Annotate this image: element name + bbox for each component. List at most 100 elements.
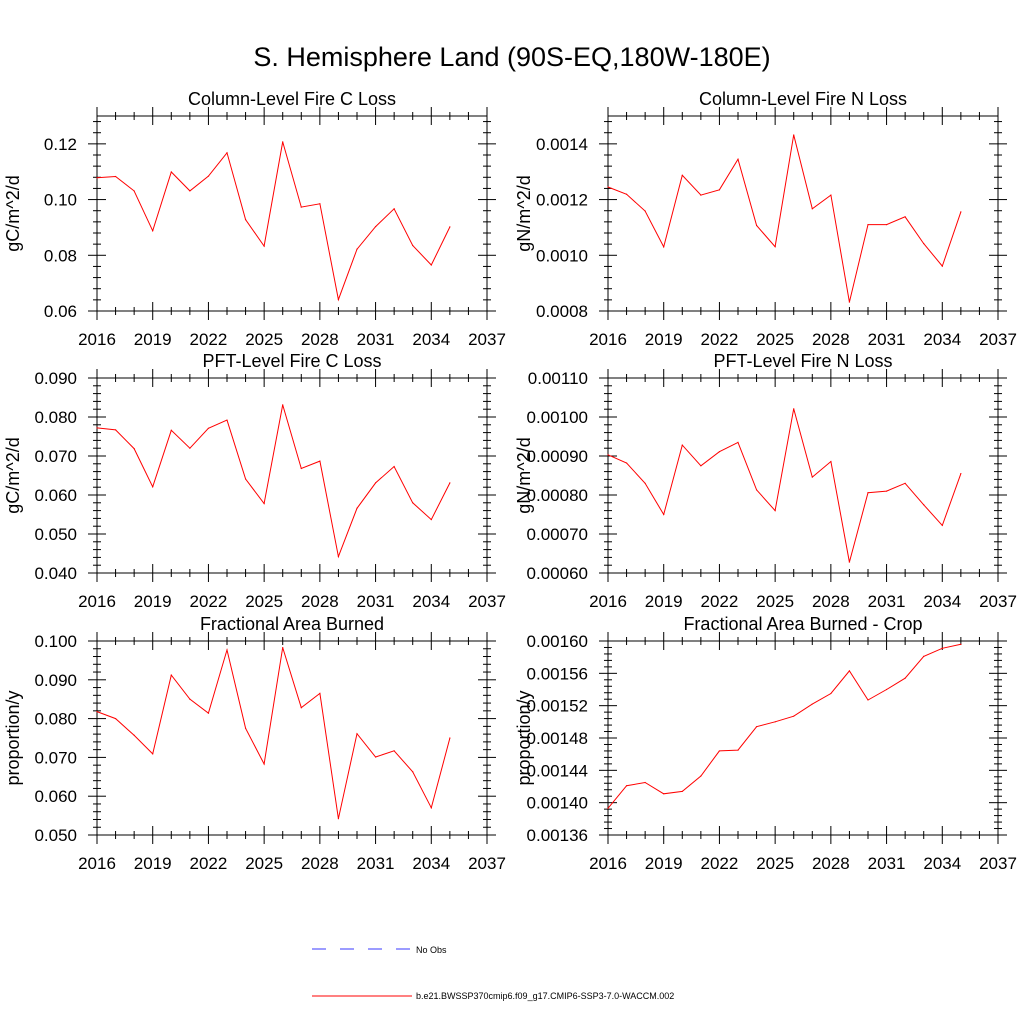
y-tick-label: 0.040 (34, 564, 77, 583)
y-tick-label: 0.00140 (527, 794, 588, 813)
data-point (133, 447, 135, 450)
y-tick-label: 0.00148 (527, 729, 588, 748)
x-tick-label: 2031 (868, 330, 906, 349)
panel-6: Fractional Area Burned - Crop proportion/… (514, 614, 1017, 873)
panel-title: Fractional Area Burned (200, 614, 384, 634)
x-tick-label: 2019 (645, 592, 683, 611)
x-tick-label: 2031 (868, 592, 906, 611)
x-tick-label: 2037 (979, 592, 1017, 611)
x-tick-label: 2034 (923, 592, 961, 611)
data-point (904, 216, 906, 218)
y-tick-label: 0.0014 (536, 135, 588, 154)
data-point (374, 482, 377, 484)
data-point (114, 718, 117, 720)
data-point (885, 688, 888, 691)
x-tick-label: 2037 (468, 854, 506, 873)
plot-frame (607, 115, 999, 312)
y-axis-label: gC/m^2/d (3, 175, 23, 251)
data-point (282, 141, 284, 143)
data-point (189, 190, 191, 192)
panel-5: Fractional Area Burned proportion/y 2016 20… (3, 614, 506, 873)
data-point (848, 670, 851, 672)
data-point (830, 194, 832, 196)
data-point (830, 692, 832, 695)
y-tick-label: 0.090 (34, 671, 77, 690)
data-point (319, 203, 321, 205)
data-point (263, 763, 265, 765)
data-point (774, 246, 776, 248)
x-tick-label: 2034 (412, 854, 450, 873)
data-point (811, 208, 813, 210)
data-point (393, 465, 395, 468)
data-point (607, 807, 609, 809)
x-tick-label: 2019 (645, 330, 683, 349)
data-point (300, 467, 302, 470)
x-tick-label: 2025 (245, 854, 283, 873)
data-point (337, 556, 340, 558)
data-point (207, 175, 210, 177)
plot-frame (607, 640, 999, 836)
y-tick-label: 0.00100 (527, 408, 588, 427)
data-point (904, 677, 906, 679)
data-point (412, 771, 414, 773)
y-tick-label: 0.00156 (527, 664, 588, 683)
x-tick-label: 2034 (923, 330, 961, 349)
x-tick-label: 2022 (190, 330, 228, 349)
x-tick-label: 2025 (245, 592, 283, 611)
data-point (449, 737, 451, 739)
x-tick-label: 2016 (589, 330, 627, 349)
data-point (133, 190, 135, 192)
data-point (774, 510, 776, 512)
y-tick-label: 0.070 (34, 447, 77, 466)
panel-title: PFT-Level Fire N Loss (713, 351, 892, 371)
data-point (337, 298, 340, 301)
data-point (412, 244, 414, 247)
data-point (960, 472, 962, 475)
y-tick-label: 0.00070 (527, 525, 588, 544)
y-tick-label: 0.00060 (527, 564, 588, 583)
data-point (356, 248, 358, 250)
data-point (356, 733, 358, 735)
data-point (152, 230, 154, 232)
panel-2: Column-Level Fire N Loss gN/m^2/d 2016 2019… (514, 89, 1017, 349)
data-point (960, 211, 962, 213)
data-point (244, 478, 247, 480)
data-point (96, 177, 98, 179)
panels: Column-Level Fire C Loss gC/m^2/d 2016 2019… (3, 89, 1017, 873)
plot-frame (96, 640, 488, 836)
data-point (644, 781, 646, 784)
y-tick-label: 0.08 (44, 246, 77, 265)
data-point (663, 513, 665, 516)
figure-title: S. Hemisphere Land (90S-EQ,180W-180E) (253, 42, 770, 72)
data-point (170, 171, 172, 173)
x-tick-label: 2028 (812, 330, 850, 349)
data-point (867, 699, 869, 701)
data-point (244, 727, 247, 729)
data-point (625, 193, 628, 195)
y-tick-label: 0.0012 (536, 191, 588, 210)
data-point (374, 225, 377, 228)
data-point (625, 785, 628, 787)
y-tick-label: 0.100 (34, 632, 77, 651)
data-point (867, 492, 869, 494)
data-point (681, 444, 683, 446)
y-tick-label: 0.080 (34, 408, 77, 427)
data-point (923, 504, 925, 506)
panel-4: PFT-Level Fire N Loss gN/m^2/d 2016 2019 202… (514, 351, 1017, 611)
y-axis-label: gN/m^2/d (514, 175, 534, 251)
data-point (923, 242, 925, 245)
data-point (663, 246, 665, 248)
series-line (96, 647, 451, 819)
data-point (681, 790, 683, 792)
panel-title: Fractional Area Burned - Crop (683, 614, 922, 634)
data-point (607, 186, 609, 188)
data-point (755, 224, 758, 227)
x-tick-label: 2022 (190, 854, 228, 873)
x-tick-label: 2031 (357, 854, 395, 873)
y-tick-label: 0.06 (44, 302, 77, 321)
y-tick-label: 0.080 (34, 710, 77, 729)
x-tick-label: 2028 (812, 592, 850, 611)
x-tick-label: 2016 (78, 854, 116, 873)
x-tick-label: 2037 (979, 854, 1017, 873)
